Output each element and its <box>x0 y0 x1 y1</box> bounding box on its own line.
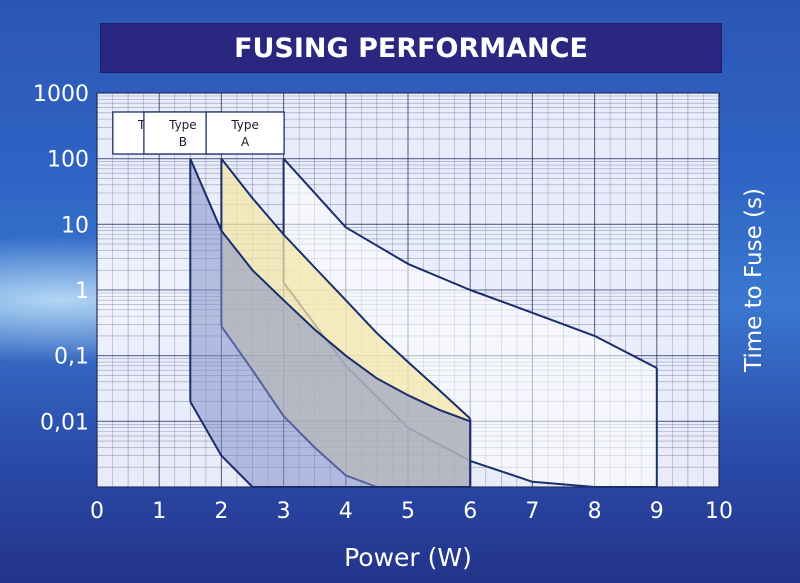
y-tick-label: 1 <box>75 279 89 304</box>
x-tick-label: 8 <box>588 499 602 524</box>
chart-title-bar: FUSING PERFORMANCE <box>100 23 722 73</box>
type-c-upper-curve <box>189 158 471 423</box>
type-b-legend-label: Type <box>168 118 197 132</box>
x-tick-label: 2 <box>214 499 228 524</box>
x-tick-label: 5 <box>401 499 415 524</box>
y-tick-label: 0,01 <box>40 410 89 435</box>
type-b-upper-curve <box>220 158 471 420</box>
x-tick-label: 0 <box>90 499 104 524</box>
x-tick-label: 4 <box>339 499 353 524</box>
x-tick-label: 3 <box>277 499 291 524</box>
y-tick-label: 0,1 <box>54 345 89 370</box>
type-a-legend-letter: A <box>241 135 250 149</box>
type-b-legend-letter: B <box>179 135 187 149</box>
type-c-band <box>190 158 471 487</box>
type-a-band <box>283 158 657 487</box>
type-a-legend-label: Type <box>230 118 259 132</box>
y-tick-label: 100 <box>47 148 89 173</box>
chart-title: FUSING PERFORMANCE <box>234 32 588 64</box>
x-tick-label: 1 <box>152 499 166 524</box>
type-a-legend-box <box>205 111 285 155</box>
x-tick-label: 9 <box>650 499 664 524</box>
x-tick-label: 6 <box>463 499 477 524</box>
x-tick-label: 10 <box>705 499 733 524</box>
y-tick-label: 10 <box>61 213 89 238</box>
y-axis-title: Time to Fuse (s) <box>741 188 767 373</box>
x-tick-label: 7 <box>525 499 539 524</box>
type-c-lower-curve <box>189 401 471 488</box>
type-a-upper-curve <box>282 158 658 369</box>
x-axis-title: Power (W) <box>344 543 472 572</box>
y-tick-label: 1000 <box>33 82 89 107</box>
